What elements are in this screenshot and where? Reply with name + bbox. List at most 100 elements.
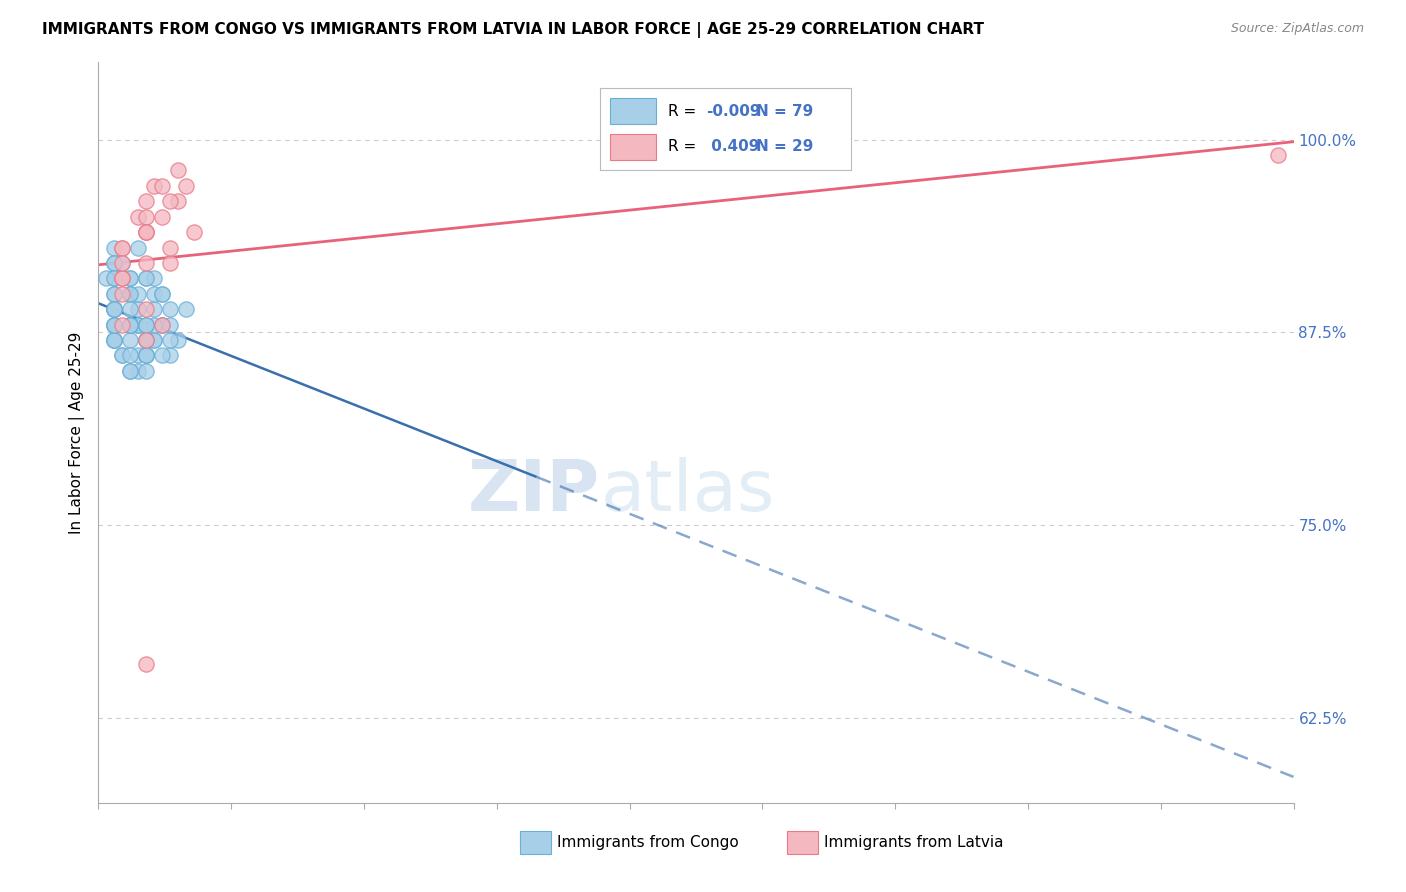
Point [120,318,142,332]
Point [127,318,149,332]
Point [135,349,157,363]
Y-axis label: In Labor Force | Age 25-29: In Labor Force | Age 25-29 [69,332,84,533]
Point [143,333,166,347]
Point [103,302,125,317]
Point [103,302,125,317]
Point [135,302,157,317]
Point [103,240,125,254]
Point [135,333,157,347]
Point [103,333,125,347]
Point [103,302,125,317]
Point [103,318,125,332]
Point [135,271,157,285]
Point [103,318,125,332]
Point [135,256,157,270]
Point [135,194,157,209]
Point [135,349,157,363]
Point [135,318,157,332]
Point [127,318,149,332]
Point [150,178,173,193]
Text: IMMIGRANTS FROM CONGO VS IMMIGRANTS FROM LATVIA IN LABOR FORCE | AGE 25-29 CORRE: IMMIGRANTS FROM CONGO VS IMMIGRANTS FROM… [42,22,984,38]
Point [111,240,134,254]
Point [120,318,142,332]
Point [159,240,181,254]
Text: Source: ZipAtlas.com: Source: ZipAtlas.com [1230,22,1364,36]
Point [96,271,118,285]
Point [135,364,157,378]
Point [103,256,125,270]
Point [111,349,134,363]
Point [150,286,173,301]
Point [159,194,181,209]
Point [120,286,142,301]
Point [103,318,125,332]
Point [135,349,157,363]
Point [135,318,157,332]
Point [120,364,142,378]
Point [103,271,125,285]
Point [159,256,181,270]
Point [103,302,125,317]
Point [127,286,149,301]
Point [135,225,157,239]
Point [120,333,142,347]
Point [111,349,134,363]
Text: atlas: atlas [600,458,775,526]
Point [150,286,173,301]
Point [111,256,134,270]
Point [120,271,142,285]
Point [111,286,134,301]
Point [143,286,166,301]
Point [174,302,197,317]
Point [150,210,173,224]
Point [127,349,149,363]
Point [135,225,157,239]
Point [120,318,142,332]
Point [111,256,134,270]
Point [143,333,166,347]
Point [103,318,125,332]
Text: Immigrants from Latvia: Immigrants from Latvia [824,836,1004,850]
Point [103,302,125,317]
Point [103,271,125,285]
Point [127,318,149,332]
Point [120,286,142,301]
Point [150,318,173,332]
Point [150,318,173,332]
Point [127,302,149,317]
Point [103,333,125,347]
Point [143,178,166,193]
Point [167,194,190,209]
Point [103,286,125,301]
Point [150,349,173,363]
Point [135,271,157,285]
Point [103,271,125,285]
Point [135,349,157,363]
Point [103,286,125,301]
Point [167,163,190,178]
Point [183,225,205,239]
Point [120,318,142,332]
Point [135,225,157,239]
Point [150,318,173,332]
Point [143,318,166,332]
Point [159,333,181,347]
Point [135,318,157,332]
Point [120,318,142,332]
Point [103,333,125,347]
Point [159,302,181,317]
Text: Immigrants from Congo: Immigrants from Congo [557,836,738,850]
Point [120,302,142,317]
Point [127,240,149,254]
Point [159,318,181,332]
Point [120,271,142,285]
Point [167,333,190,347]
Point [135,333,157,347]
Point [103,256,125,270]
Point [174,178,197,193]
Point [1267,148,1289,162]
Point [159,349,181,363]
Point [111,240,134,254]
Point [127,364,149,378]
Point [127,210,149,224]
